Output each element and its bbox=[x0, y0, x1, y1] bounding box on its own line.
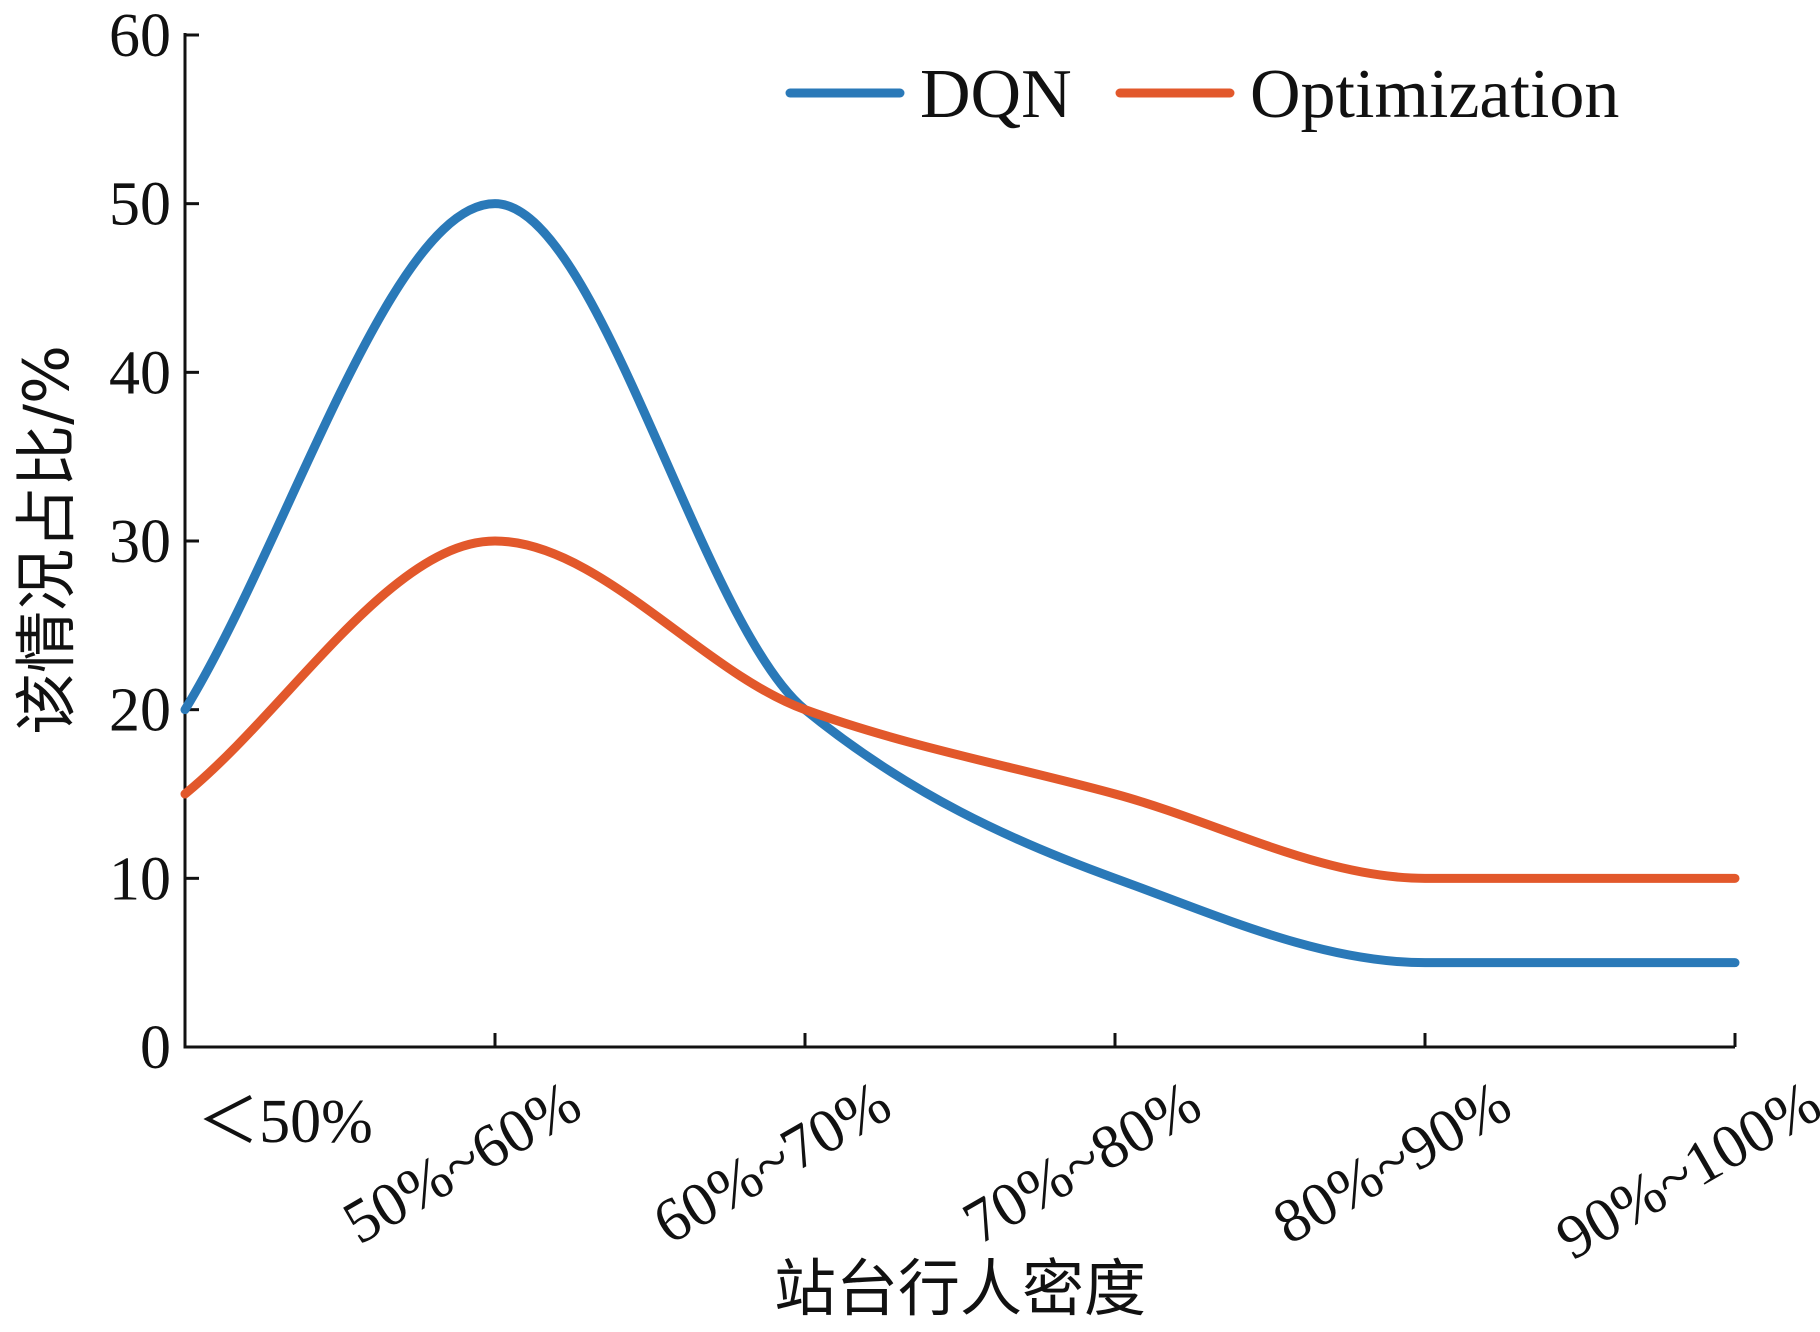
legend-label-optimization: Optimization bbox=[1250, 56, 1619, 133]
axes bbox=[183, 33, 1735, 1049]
y-tick-label: 50 bbox=[109, 171, 171, 239]
y-tick-label: 0 bbox=[140, 1014, 171, 1082]
y-axis-ticks: 0 10 20 30 40 50 60 bbox=[109, 2, 199, 1082]
y-tick-label: 20 bbox=[109, 677, 171, 745]
y-tick-label: 10 bbox=[109, 845, 171, 913]
legend-label-dqn: DQN bbox=[920, 56, 1072, 133]
y-tick-label: 60 bbox=[109, 2, 171, 70]
x-axis-title: 站台行人密度 bbox=[774, 1252, 1146, 1325]
y-axis-title: 该情况占比/% bbox=[10, 345, 83, 735]
x-tick-label: 60%~70% bbox=[642, 1068, 902, 1257]
x-tick-label: 90%~100% bbox=[1545, 1068, 1820, 1273]
series-lines bbox=[180, 199, 1740, 968]
y-tick-label: 30 bbox=[109, 508, 171, 576]
series-line-optimization bbox=[180, 536, 1740, 883]
x-tick-label: ＜50% bbox=[197, 1088, 373, 1156]
series-line-dqn bbox=[180, 199, 1740, 968]
x-tick-label: 70%~80% bbox=[952, 1068, 1212, 1257]
x-axis-ticks: ＜50%50%~60% 60%~70% 70%~80% 80%~90% 90%~100% bbox=[197, 1033, 1820, 1273]
y-tick-label: 40 bbox=[109, 339, 171, 407]
legend: DQN Optimization bbox=[785, 56, 1619, 133]
x-tick-label: 80%~90% bbox=[1262, 1068, 1522, 1257]
